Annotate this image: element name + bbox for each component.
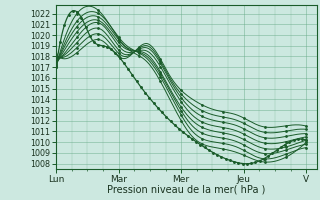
X-axis label: Pression niveau de la mer( hPa ): Pression niveau de la mer( hPa ): [107, 185, 266, 195]
